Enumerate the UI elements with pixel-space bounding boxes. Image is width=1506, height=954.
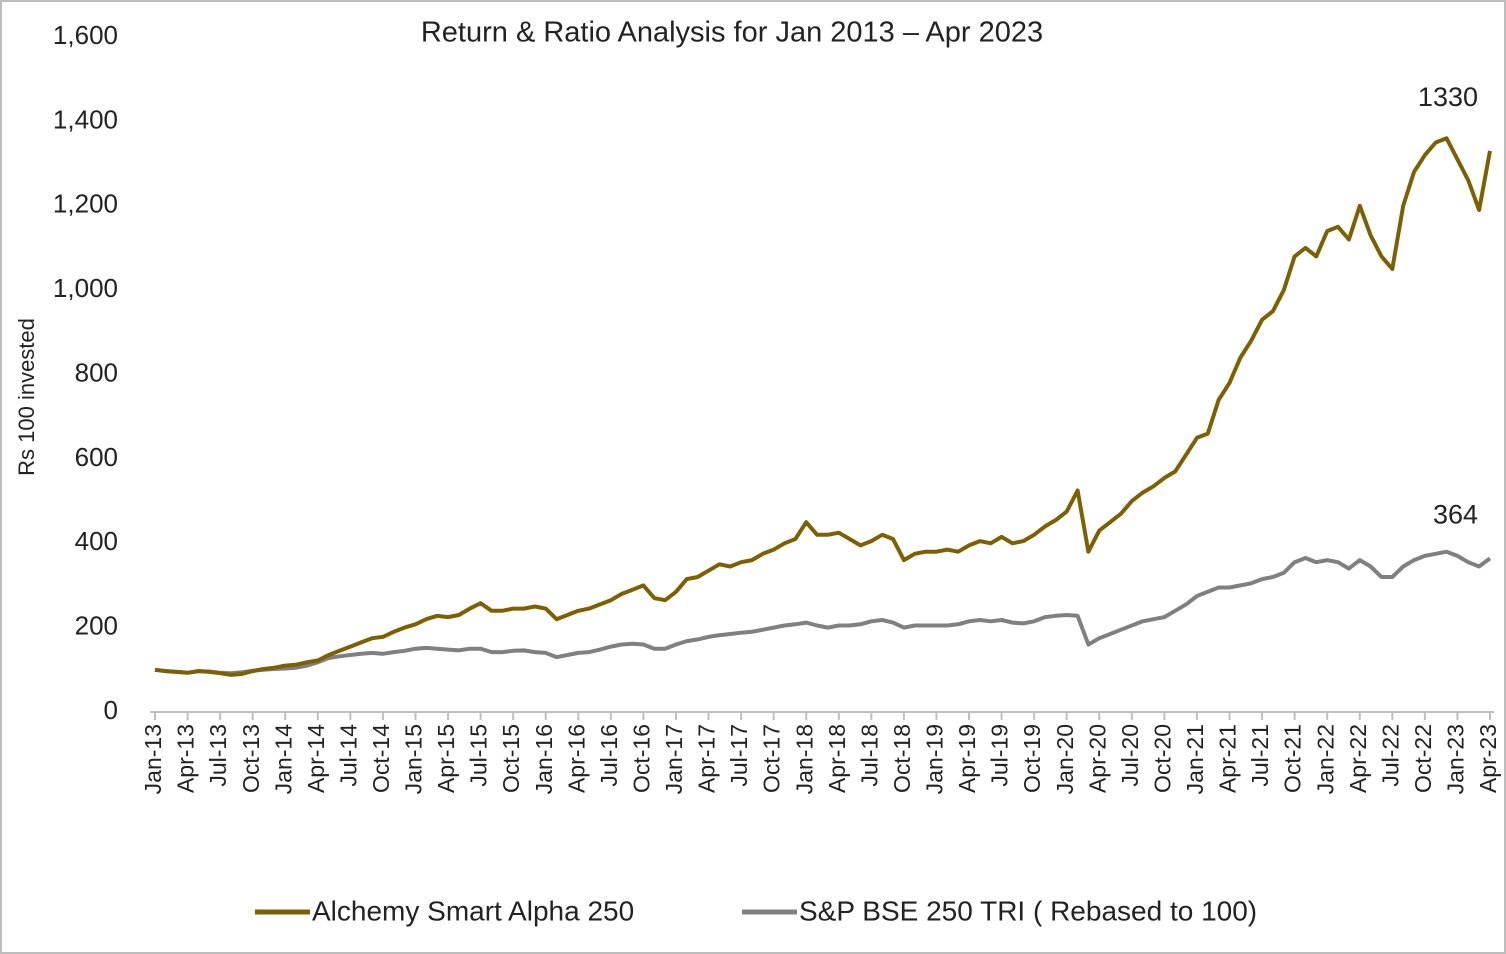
x-tick-label: Apr-16: [563, 724, 589, 793]
y-tick-label: 1,400: [53, 104, 118, 134]
series-line: [154, 549, 1492, 676]
x-tick-label: Apr-17: [694, 724, 720, 793]
x-tick-label: Jul-17: [726, 724, 752, 787]
x-tick-label: Oct-19: [1019, 724, 1045, 793]
x-tick-label: Jan-17: [661, 724, 687, 794]
x-tick-label: Jan-23: [1443, 724, 1469, 794]
y-tick-label: 600: [75, 442, 118, 472]
x-tick-label: Oct-16: [628, 724, 654, 793]
x-tick-label: Oct-20: [1149, 724, 1175, 793]
x-tick-label: Jan-21: [1182, 724, 1208, 794]
y-tick-label: 1,200: [53, 189, 118, 219]
x-tick-label: Jul-19: [987, 724, 1013, 787]
x-tick-label: Jan-18: [791, 724, 817, 794]
x-tick-label: Jan-14: [270, 724, 296, 795]
x-tick-label: Oct-15: [498, 724, 524, 793]
y-tick-label: 200: [75, 611, 118, 641]
annotation: 364: [1433, 500, 1478, 530]
x-tick-label: Jan-20: [1052, 724, 1078, 794]
x-tick-label: Oct-14: [368, 724, 394, 793]
x-tick-label: Jan-15: [401, 724, 427, 794]
y-axis-label: Rs 100 invested: [14, 318, 39, 476]
x-tick-label: Apr-14: [303, 724, 329, 793]
x-tick-label: Oct-18: [889, 724, 915, 793]
y-tick-label: 1,600: [53, 20, 118, 50]
x-tick-label: Apr-13: [173, 724, 199, 793]
x-tick-label: Jul-16: [596, 724, 622, 787]
x-tick-label: Jul-15: [466, 724, 492, 787]
x-tick-label: Jan-22: [1312, 724, 1338, 794]
x-tick-label: Jul-18: [856, 724, 882, 787]
legend-label: Alchemy Smart Alpha 250: [312, 895, 634, 926]
x-tick-label: Apr-21: [1215, 724, 1241, 793]
x-tick-label: Jan-16: [531, 724, 557, 794]
y-tick-label: 800: [75, 357, 118, 387]
x-tick-label: Apr-18: [824, 724, 850, 793]
x-tick-label: Apr-22: [1345, 724, 1371, 793]
x-tick-label: Jul-20: [1117, 724, 1143, 787]
x-tick-label: Jan-19: [922, 724, 948, 794]
x-tick-label: Apr-20: [1084, 724, 1110, 793]
x-tick-label: Jul-14: [335, 724, 361, 787]
y-tick-label: 400: [75, 526, 118, 556]
x-tick-label: Oct-13: [238, 724, 264, 793]
chart-title: Return & Ratio Analysis for Jan 2013 – A…: [421, 17, 1043, 49]
annotation: 1330: [1418, 82, 1478, 112]
x-tick-label: Oct-17: [759, 724, 785, 793]
series-line: [154, 136, 1492, 677]
x-tick-label: Oct-22: [1410, 724, 1436, 793]
x-tick-label: Apr-23: [1475, 724, 1501, 793]
x-tick-label: Jul-21: [1247, 724, 1273, 787]
y-tick-label: 1,000: [53, 273, 118, 303]
x-tick-label: Oct-21: [1280, 724, 1306, 793]
x-tick-label: Apr-19: [954, 724, 980, 793]
x-tick-label: Jul-22: [1377, 724, 1403, 787]
y-tick-label: 0: [104, 695, 118, 725]
legend-label: S&P BSE 250 TRI ( Rebased to 100): [799, 895, 1257, 926]
x-tick-label: Jul-13: [205, 724, 231, 787]
x-tick-label: Jan-13: [140, 724, 166, 794]
x-tick-label: Apr-15: [433, 724, 459, 793]
